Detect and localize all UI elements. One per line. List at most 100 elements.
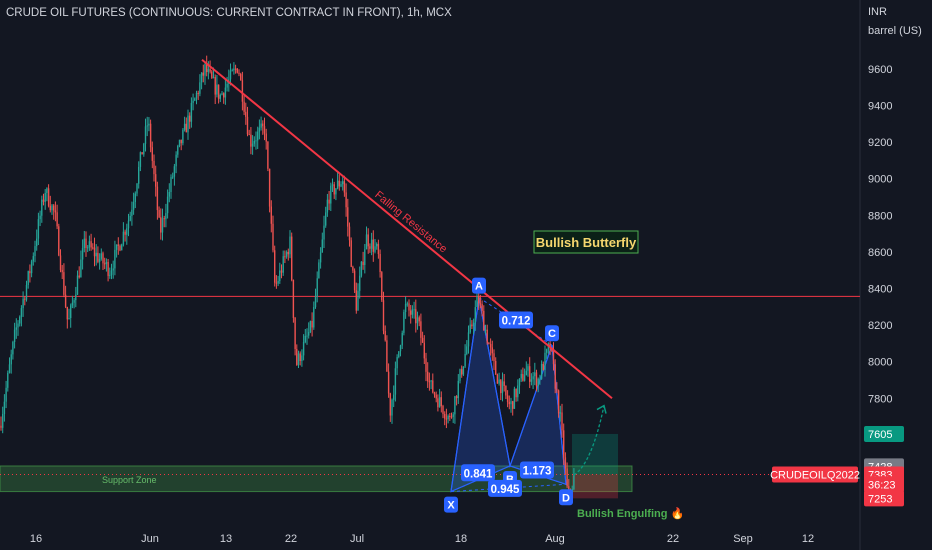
candle-body [158, 210, 160, 218]
candle-body [197, 92, 199, 94]
candle-body [420, 321, 422, 338]
candle-body [411, 309, 414, 315]
candle-body [192, 100, 194, 103]
candle-body [161, 218, 164, 233]
candle-body [328, 199, 330, 204]
y-tick-9200: 9200 [868, 137, 892, 149]
candle-body [294, 317, 296, 349]
candle-body [394, 368, 397, 395]
candle-body [80, 259, 82, 278]
projection-path [573, 405, 605, 476]
candle-body [515, 388, 517, 398]
candle-body [100, 253, 102, 259]
ratio-label-3: 0.945 [491, 484, 520, 496]
stop-zone [572, 474, 618, 499]
candle-body [178, 139, 181, 146]
candle-body [372, 239, 374, 252]
candle-body [39, 215, 41, 220]
candle-body [308, 332, 310, 336]
candle-body [336, 180, 339, 189]
candle-body [367, 234, 369, 247]
candle-body [202, 72, 204, 76]
candle-body [8, 364, 11, 373]
candle-body [146, 125, 148, 127]
candle-body [42, 199, 45, 202]
candle-body [314, 296, 317, 307]
candle-body [544, 352, 546, 371]
point-A-label: A [475, 281, 483, 293]
candle-body [301, 355, 303, 361]
candle-body [34, 246, 36, 257]
candle-body [165, 213, 167, 220]
candle-body [204, 63, 206, 76]
candle-body [408, 303, 410, 311]
candle-body [134, 193, 136, 202]
candle-body [377, 243, 380, 255]
candle-body [121, 244, 123, 251]
candle-body [10, 354, 12, 365]
candle-body [172, 176, 174, 178]
point-C-label: C [548, 328, 556, 340]
candle-body [61, 269, 63, 273]
candle-body [253, 140, 255, 144]
candle-body [2, 414, 4, 428]
candle-body [527, 366, 529, 371]
candle-body [78, 275, 80, 278]
candle-body [486, 329, 488, 343]
candle-body [302, 342, 305, 356]
ratio-label-4: 1.173 [523, 466, 552, 478]
ratio-badge-1 [499, 311, 533, 329]
candle-body [68, 317, 70, 320]
candle-body [63, 272, 65, 295]
candle-body [211, 71, 213, 78]
candle-body [530, 379, 533, 382]
ratio-label-1: 0.712 [502, 316, 531, 328]
candle-body [129, 215, 131, 221]
candle-body [418, 317, 420, 322]
candle-body [268, 168, 271, 207]
candle-body [484, 329, 487, 331]
symbol-label: CRUDEOILQ2022 [770, 470, 860, 482]
candle-body [151, 147, 153, 161]
candle-body [396, 357, 398, 369]
x-tick-22: 22 [285, 533, 297, 545]
candle-body [500, 379, 502, 394]
candle-body [401, 332, 403, 346]
candle-body [506, 395, 509, 402]
candle-body [148, 123, 150, 126]
y-tick-9000: 9000 [868, 174, 892, 186]
candle-body [309, 320, 312, 333]
point-D-badge [559, 489, 573, 506]
y-tick-8600: 8600 [868, 247, 892, 259]
candle-body [471, 324, 473, 327]
candle-body [403, 312, 405, 333]
candle-body [518, 378, 521, 386]
candle-body [464, 353, 466, 367]
candle-body [240, 74, 242, 81]
candle-body [399, 345, 402, 352]
candle-body [29, 271, 31, 274]
candle-body [357, 290, 359, 311]
candle-body [474, 307, 476, 323]
candle-body [540, 363, 543, 379]
candle-body [501, 381, 504, 394]
candle-body [153, 160, 155, 175]
candle-body [54, 210, 57, 213]
candle-body [389, 393, 391, 416]
candle-body [5, 387, 7, 402]
candle-body [234, 68, 237, 70]
candle-body [523, 375, 526, 381]
candle-body [0, 425, 2, 428]
candle-body [190, 102, 193, 122]
point-A-badge [472, 277, 486, 294]
candle-body [139, 152, 142, 167]
candle-body [236, 68, 238, 73]
x-tick-Jul: Jul [350, 533, 364, 545]
candle-body [263, 126, 266, 134]
candle-body [32, 256, 34, 262]
candle-body [212, 77, 215, 79]
candle-body [556, 388, 558, 391]
candle-body [323, 225, 325, 240]
